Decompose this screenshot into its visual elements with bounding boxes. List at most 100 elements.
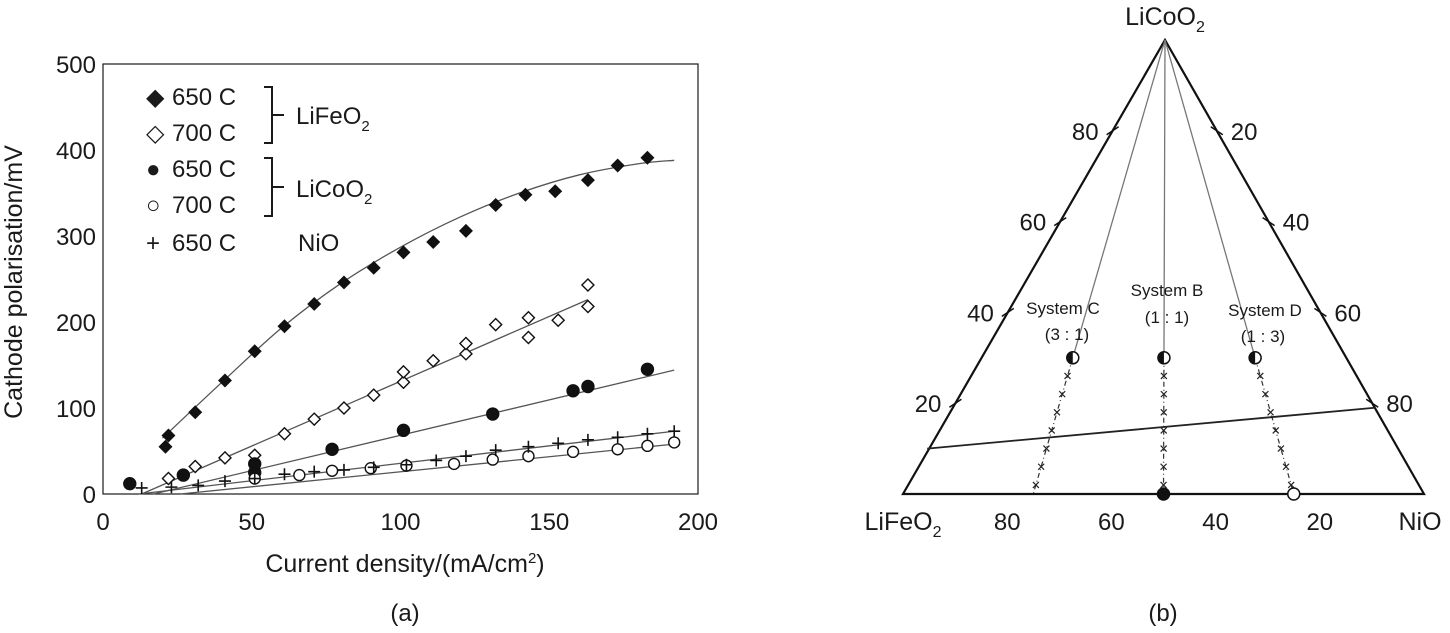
system-label: System B [1131,281,1204,300]
data-point [278,468,291,481]
cross-marker [1287,481,1295,489]
data-point [551,313,566,328]
y-tick-label: 300 [56,224,96,251]
data-point [552,437,565,450]
system-line [1072,39,1166,358]
legend-a: ◆ 650 C ◇ 700 C LiFeO2 ● 650 C ○ 700 C L… [146,84,372,257]
panel-label-a: (a) [390,600,419,627]
data-point [218,475,231,488]
data-point [458,223,473,238]
data-point [325,464,339,477]
data-point [668,436,681,449]
vertex-label-top: LiCoO2 [1125,3,1205,36]
legend-label: 700 C [172,120,236,147]
data-point [400,458,413,471]
x-tick-label: 100 [380,509,420,536]
cross-marker [1160,372,1168,380]
legend-label: 650 C [172,84,236,111]
left-tick [948,398,962,408]
system-ratio: (1 : 3) [1241,327,1285,346]
system-line [1254,357,1295,495]
bottom-tick-label: 80 [994,509,1021,536]
y-tick-label: 100 [56,396,96,423]
cross-marker [1160,390,1168,398]
data-point [161,471,176,486]
left-tick [1001,307,1015,318]
data-point [293,468,306,482]
data-point [580,173,595,188]
data-point [396,245,411,260]
right-tick-label: 40 [1283,210,1310,237]
data-point [161,428,176,443]
cross-marker [1058,390,1066,398]
left-tick-label: 60 [1019,210,1046,237]
cross-marker [1064,372,1071,380]
left-tick-label: 80 [1072,119,1099,146]
bottom-tick-label: 60 [1098,509,1125,536]
fit-curve [162,159,675,439]
data-point [217,373,232,388]
data-point [277,319,292,334]
data-point [336,275,351,290]
cross-marker [1256,372,1264,380]
right-tick-label: 20 [1231,119,1258,146]
right-tick-label: 60 [1334,300,1361,327]
x-tick-label: 150 [529,509,569,536]
data-point [488,317,503,332]
data-point [611,443,624,456]
data-point [566,445,580,459]
right-tick [1365,398,1379,408]
chart-a: 0 100 200 300 400 500 0 50 100 150 200 Cathode po… [0,52,718,627]
fit-curve [180,443,675,495]
cross-marker [1282,463,1290,471]
open-marker [1287,487,1301,501]
right-tick-label: 80 [1386,391,1413,418]
x-tick-label: 0 [96,509,109,536]
ternary-ticks: 80 60 40 20 80 60 40 20 20 40 60 80 [915,119,1413,536]
data-point [188,405,203,420]
legend-group-label: NiO [298,230,339,257]
data-point [307,412,322,427]
right-tick [1262,216,1276,227]
system-label: System D [1228,301,1302,320]
data-point [337,463,350,476]
left-tick-label: 20 [915,391,942,418]
system-line [1032,357,1074,495]
data-point [459,450,472,463]
data-point [325,442,339,456]
bottom-tick-label: 40 [1202,509,1229,536]
panel-label-b: (b) [1148,600,1177,627]
y-tick-label: 500 [56,52,96,79]
cross-marker [1043,445,1050,453]
data-point [447,457,461,471]
data-point [123,476,137,491]
data-point [548,184,563,199]
data-point [521,310,536,325]
fit-curve [141,299,589,495]
left-tick [1106,126,1120,136]
fit-curve [153,369,675,495]
data-point [640,362,655,376]
cross-marker [1160,481,1167,489]
data-point [135,481,148,494]
data-point [489,444,502,457]
data-point [641,427,654,440]
legend-marker: ○ [146,192,161,219]
plot-frame-a [102,63,699,495]
cross-marker [1262,390,1269,398]
data-point [247,344,262,359]
data-point [458,346,473,361]
data-point [458,336,473,351]
half-filled-marker-fill [1157,351,1164,364]
data-point [611,431,624,444]
cross-marker [1053,408,1061,416]
data-point [308,465,321,478]
data-point [430,454,443,467]
data-point [641,439,654,453]
filled-marker [1156,487,1171,501]
data-point [396,423,411,438]
data-point [336,401,351,415]
cross-marker [1160,427,1168,434]
legend-marker: ◇ [146,120,165,147]
